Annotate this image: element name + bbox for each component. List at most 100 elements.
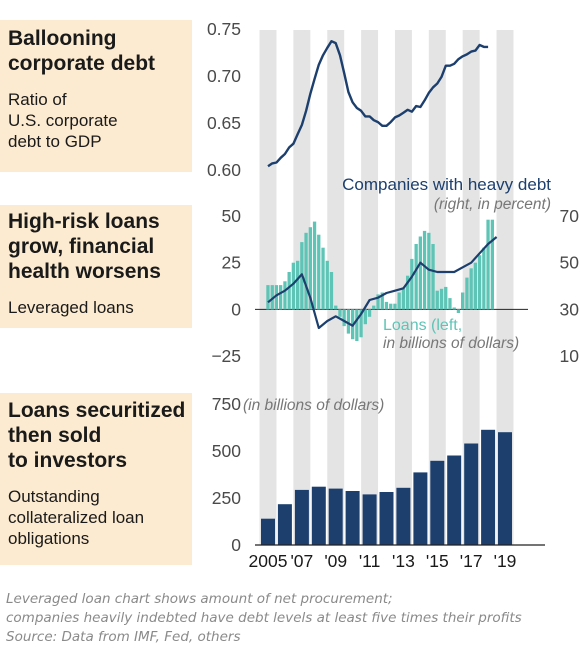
loan-bar <box>312 221 317 310</box>
clo-bar <box>447 455 462 545</box>
loan-bar <box>287 272 291 310</box>
left-y-tick-label: −25 <box>211 346 241 366</box>
clo-bar <box>498 432 512 545</box>
loan-bar <box>473 262 477 310</box>
panel-2-title-line: High-risk loans <box>8 210 160 233</box>
clo-bar <box>311 486 326 545</box>
loan-bar <box>439 288 444 310</box>
y-tick-label: 500 <box>212 441 241 461</box>
loan-bar <box>363 309 367 325</box>
clo-bar <box>464 443 479 545</box>
y-tick-label: 0.65 <box>207 113 241 133</box>
clo-bar <box>277 504 292 545</box>
clo-bar <box>345 491 360 545</box>
year-band <box>496 30 514 545</box>
loan-bar <box>401 288 406 310</box>
panel-2-title-line: health worsens <box>8 260 161 283</box>
year-band <box>428 30 446 545</box>
loan-bar <box>372 305 376 310</box>
loan-bar <box>296 260 300 310</box>
left-y-tick-label: 25 <box>222 253 241 273</box>
panel-1-subtitle-line: debt to GDP <box>8 132 102 151</box>
loan-bar <box>338 309 342 317</box>
loan-bar <box>334 305 338 310</box>
loan-bar <box>380 292 384 310</box>
loan-bar <box>478 255 482 310</box>
loan-bar <box>270 285 274 310</box>
loans-sublabel: in billions of dollars) <box>383 335 519 352</box>
loan-bar <box>291 262 295 310</box>
loan-bar <box>469 268 473 310</box>
x-tick-label: 2005 <box>249 551 288 571</box>
panel-2-subtitle: Leveraged loans <box>8 297 192 318</box>
loan-bar <box>456 309 461 313</box>
loan-bar <box>308 227 312 310</box>
right-y-tick-label: 50 <box>560 253 580 273</box>
clo-bar <box>379 492 394 545</box>
panel-1-title-line: corporate debt <box>8 52 156 75</box>
loan-bar <box>393 303 397 310</box>
panel-3-title-line: to investors <box>8 449 128 472</box>
left-y-tick-label: 0 <box>231 299 241 319</box>
loan-bar <box>342 309 346 327</box>
heavy-debt-label: Companies with heavy debt <box>342 175 551 194</box>
loan-bar <box>427 232 431 310</box>
loan-bar <box>448 298 452 310</box>
left-y-tick-label: 50 <box>222 206 242 226</box>
loan-bar <box>465 277 469 310</box>
panel-3-subtitle-line: Outstanding <box>8 487 100 506</box>
panel-3-title: Loans securitized then sold to investors <box>8 398 192 473</box>
right-y-tick-label: 70 <box>560 206 580 226</box>
right-y-tick-label: 10 <box>560 346 580 366</box>
x-tick-label: '17 <box>460 551 483 571</box>
footer-notes: Leveraged loan chart shows amount of net… <box>6 590 576 647</box>
loan-bar <box>482 247 486 310</box>
loan-bar <box>490 219 494 310</box>
loan-bar <box>266 285 270 310</box>
loan-bar <box>486 219 490 310</box>
panel-1-text: Ballooning corporate debt Ratio of U.S. … <box>0 20 192 172</box>
panel-1-subtitle-line: Ratio of <box>8 90 67 109</box>
loan-bar <box>376 294 380 310</box>
x-tick-label: '13 <box>392 551 415 571</box>
panel-1-title-line: Ballooning <box>8 27 117 50</box>
loan-bar <box>325 260 329 310</box>
loan-bar <box>384 301 389 310</box>
loan-bar <box>355 309 359 341</box>
loan-bar <box>452 307 456 310</box>
debt-ratio-line <box>267 40 489 168</box>
clo-bar <box>294 489 309 545</box>
panel-3-text: Loans securitized then sold to investors… <box>0 393 192 565</box>
x-tick-label: '09 <box>324 551 347 571</box>
y-tick-label: 250 <box>212 488 241 508</box>
right-y-tick-label: 30 <box>560 299 580 319</box>
panel-2-title-line: grow, financial <box>8 235 155 258</box>
clo-bar <box>362 494 377 545</box>
loan-bar <box>406 275 410 310</box>
panel-1-subtitle: Ratio of U.S. corporate debt to GDP <box>8 89 192 152</box>
loan-bar <box>283 281 287 310</box>
y-tick-label: 0 <box>231 535 241 555</box>
loan-bar <box>329 272 334 310</box>
year-band <box>361 30 379 545</box>
loan-bar <box>389 303 393 310</box>
heavy-debt-sublabel: (right, in percent) <box>434 196 551 213</box>
panel-2-text: High-risk loans grow, financial health w… <box>0 205 192 328</box>
x-axis: 2005'07 '09 '11 '13 '15 '17 '19 <box>249 551 517 571</box>
year-band <box>327 30 345 545</box>
panel-3-title-line: Loans securitized <box>8 399 186 422</box>
loan-bar <box>414 244 418 310</box>
loan-bar <box>274 285 279 310</box>
units-note: (in billions of dollars) <box>243 397 384 414</box>
clo-bar <box>413 472 428 545</box>
clo-chart: 750 500 250 0 (in billions of dollars) <box>212 394 545 555</box>
panel-3-title-line: then sold <box>8 424 102 447</box>
x-tick-label: '11 <box>359 551 381 571</box>
loan-bar <box>444 286 448 310</box>
footer-source: Source: Data from IMF, Fed, others <box>6 629 241 645</box>
loan-bar <box>321 247 325 310</box>
panel-2-subtitle-line: Leveraged loans <box>8 298 134 317</box>
loan-bar <box>431 244 435 310</box>
panel-2-title: High-risk loans grow, financial health w… <box>8 209 192 284</box>
loan-bar <box>422 230 427 310</box>
